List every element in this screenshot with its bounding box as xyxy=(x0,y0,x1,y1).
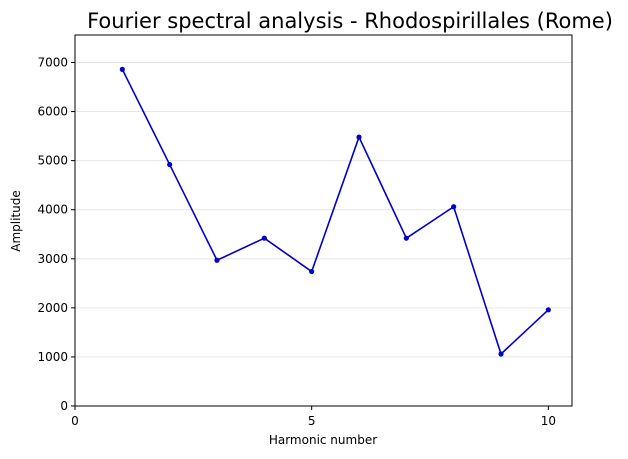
data-point xyxy=(167,161,173,168)
chart-title: Fourier spectral analysis - Rhodospirill… xyxy=(87,9,613,33)
data-point xyxy=(403,235,409,241)
y-tick-label: 6000 xyxy=(37,105,68,119)
data-point xyxy=(214,257,220,263)
series-line xyxy=(121,68,549,355)
grid-lines xyxy=(75,61,572,358)
data-point xyxy=(261,235,267,241)
y-tick-label: 7000 xyxy=(37,55,68,69)
data-point xyxy=(498,351,504,357)
y-tick-label: 3000 xyxy=(37,252,68,266)
data-point xyxy=(356,134,362,140)
x-tick-label: 10 xyxy=(541,414,556,428)
y-tick-label: 5000 xyxy=(37,154,68,168)
y-tick-label: 2000 xyxy=(37,301,68,315)
y-tick-label: 0 xyxy=(60,399,68,413)
y-axis: 0 1000 2000 3000 4000 5000 6000 7000 xyxy=(37,55,75,413)
data-point xyxy=(309,268,315,275)
plot-area xyxy=(74,34,573,407)
x-tick-label: 5 xyxy=(308,414,316,428)
y-tick-label: 4000 xyxy=(37,203,68,217)
data-point xyxy=(545,307,551,313)
data-point xyxy=(451,204,457,210)
x-axis: 0 5 10 xyxy=(71,406,556,428)
data-point xyxy=(119,66,125,72)
y-axis-label: Amplitude xyxy=(9,190,23,252)
x-tick-label: 0 xyxy=(71,414,79,428)
series-layer xyxy=(119,66,551,357)
y-tick-label: 1000 xyxy=(37,350,68,364)
x-axis-label: Harmonic number xyxy=(269,433,377,447)
